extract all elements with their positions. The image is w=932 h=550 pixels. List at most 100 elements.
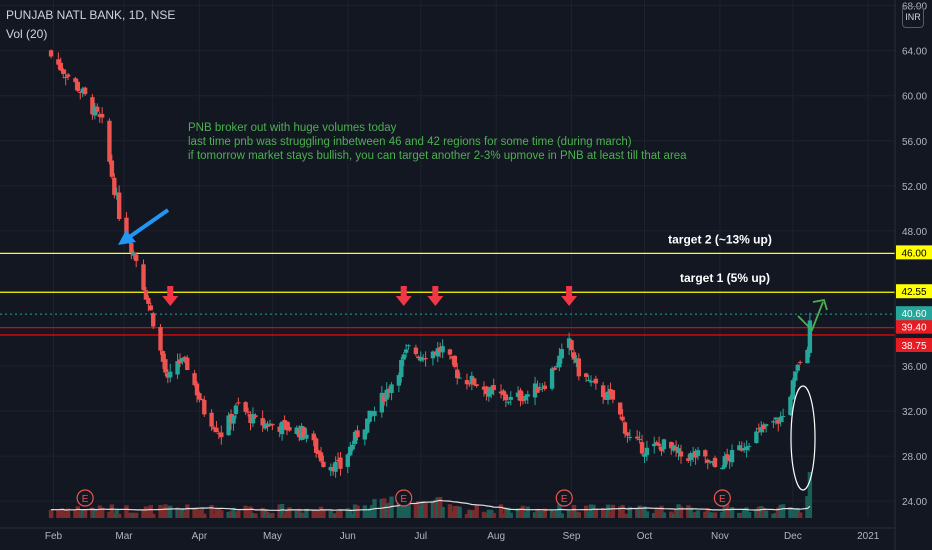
red-down-arrow-icon — [561, 286, 578, 307]
candle-body — [710, 461, 715, 463]
price-axis-badge — [896, 284, 932, 299]
volume-bar — [197, 509, 202, 518]
earnings-marker — [713, 489, 731, 507]
candle-body — [262, 423, 268, 429]
candle-body — [406, 345, 411, 347]
candle-body — [637, 438, 642, 440]
candle-body — [316, 450, 321, 455]
candle-body — [97, 114, 102, 117]
volume-bar — [773, 512, 779, 518]
target-label: target 1 (5% up) — [680, 271, 770, 285]
candle-body — [192, 373, 197, 386]
candle-body — [219, 432, 224, 438]
candle-body — [486, 392, 492, 397]
volume-bar — [438, 496, 443, 518]
volume-bar — [693, 512, 698, 518]
volume-bar — [148, 505, 153, 518]
volume-bar — [455, 505, 460, 518]
candle-body — [639, 442, 645, 454]
volume-bar — [484, 513, 489, 518]
candle-body — [112, 177, 117, 195]
volume-bar — [48, 509, 54, 518]
volume-bar — [491, 513, 496, 518]
volume-bar — [569, 511, 574, 518]
volume-bar — [566, 510, 572, 518]
candle-body — [231, 415, 236, 424]
candle-body — [793, 371, 798, 381]
volume-bar — [216, 509, 222, 518]
x-tick-label: Dec — [784, 531, 802, 542]
volume-indicator-label[interactable]: Vol (20) — [6, 27, 48, 41]
symbol-title[interactable]: PUNJAB NATL BANK, 1D, NSE — [6, 8, 176, 22]
candle-body — [129, 243, 134, 253]
volume-bar — [80, 509, 85, 518]
volume-bar — [574, 511, 579, 518]
volume-bar — [771, 513, 776, 518]
candle-body — [233, 405, 239, 415]
volume-bar — [107, 511, 112, 518]
candle-body — [180, 357, 185, 362]
candle-body — [520, 398, 526, 402]
volume-bar — [722, 504, 727, 518]
volume-bar — [678, 506, 684, 518]
blue-arrowhead-icon — [118, 230, 136, 245]
candle-body — [202, 399, 207, 415]
candle-body — [194, 383, 200, 396]
volume-highlight-ellipse — [790, 385, 816, 491]
candle-body — [472, 378, 477, 385]
volume-bar — [617, 506, 623, 518]
volume-bar — [542, 508, 547, 518]
x-tick-label: Aug — [487, 531, 505, 542]
volume-bar — [348, 509, 353, 518]
volume-bar — [403, 505, 409, 518]
candle-body — [780, 416, 786, 418]
volume-bar — [61, 509, 66, 518]
candle-body — [742, 447, 747, 449]
volume-bar — [367, 508, 372, 518]
volume-bar — [160, 507, 166, 518]
price-axis-badge-label: 39.40 — [901, 323, 926, 334]
volume-bar — [389, 496, 394, 518]
volume-bar — [625, 513, 630, 518]
candle-body — [729, 450, 735, 463]
candle-body — [469, 375, 475, 385]
earnings-marker — [555, 489, 573, 507]
candle-body — [228, 413, 234, 423]
volume-bar — [78, 511, 83, 518]
candle-body — [216, 433, 222, 435]
volume-bar — [284, 510, 290, 518]
volume-bar — [729, 507, 735, 518]
volume-bar — [406, 501, 411, 518]
candle-body — [447, 349, 453, 355]
volume-bar — [418, 505, 423, 518]
candle-body — [727, 457, 732, 462]
volume-bar — [75, 506, 81, 518]
candle-body — [805, 349, 810, 364]
red-down-arrow-icon — [427, 286, 444, 307]
candle-body — [797, 361, 803, 363]
candle-body — [703, 450, 708, 457]
candle-body — [211, 427, 217, 430]
volume-bar — [116, 513, 122, 518]
candle-body — [540, 387, 545, 389]
candle-body — [571, 352, 577, 360]
volume-bar — [399, 500, 404, 518]
volume-bar — [520, 505, 526, 518]
volume-bar — [131, 513, 136, 518]
price-axis-badge — [896, 245, 932, 260]
candle-body — [277, 426, 282, 432]
candle-body — [109, 160, 115, 177]
candle-body — [134, 254, 139, 261]
candle-body — [744, 446, 749, 451]
candle-body — [518, 390, 523, 401]
red-down-arrow-icon — [162, 286, 179, 307]
volume-bar — [355, 505, 360, 518]
candle-body — [311, 433, 316, 441]
currency-button[interactable]: INR — [902, 6, 924, 28]
candle-body — [464, 380, 470, 385]
volume-bar — [231, 507, 236, 518]
volume-bar — [296, 508, 302, 518]
candle-body — [676, 448, 681, 454]
candle-body — [321, 461, 326, 468]
